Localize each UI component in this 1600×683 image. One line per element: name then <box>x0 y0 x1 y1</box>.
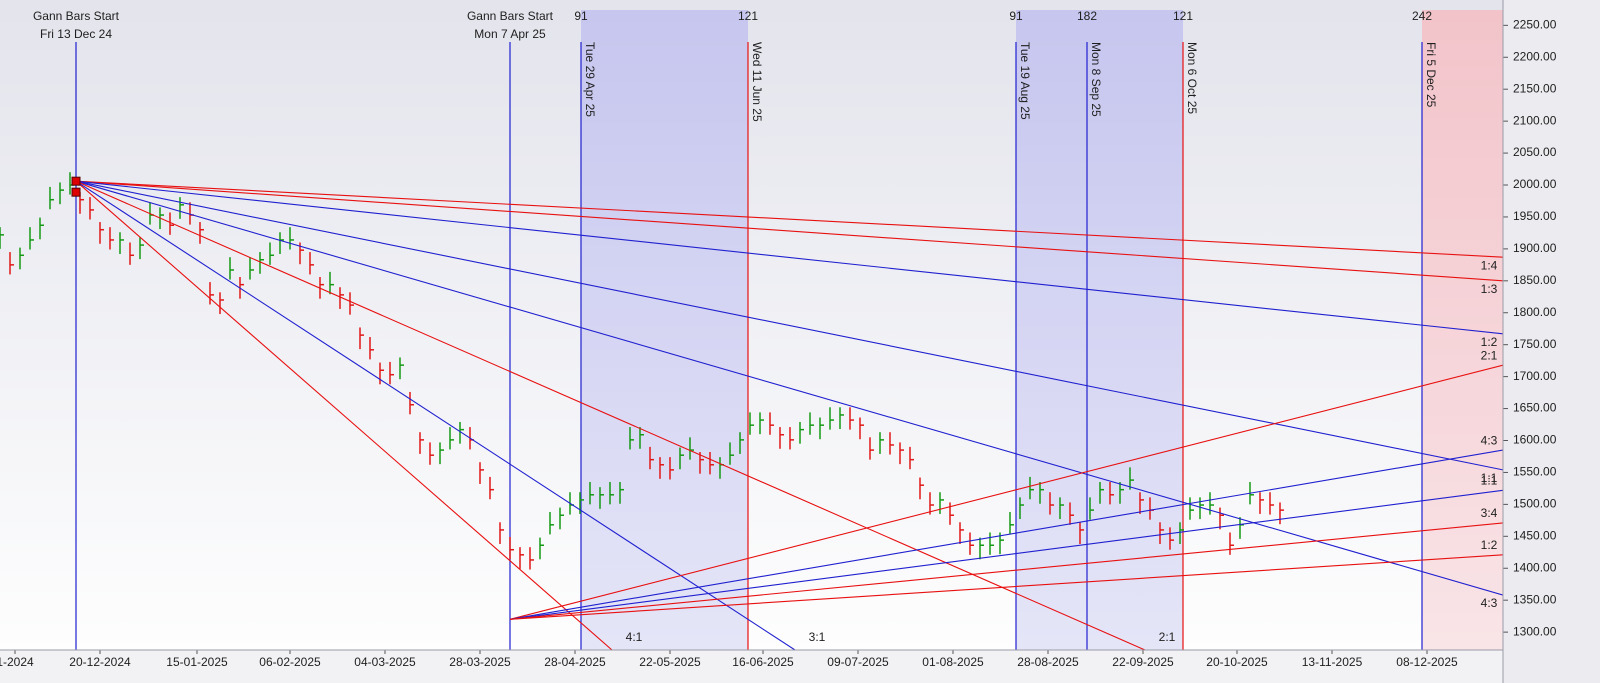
x-tick-label: 28-04-2025 <box>544 655 606 669</box>
x-tick-label: 20-10-2025 <box>1206 655 1268 669</box>
marker-date: Tue 19 Aug 25 <box>1018 42 1032 120</box>
y-tick-label: 1800.00 <box>1513 305 1557 319</box>
marker-date: Wed 11 Jun 25 <box>750 42 764 122</box>
y-tick-label: 1550.00 <box>1513 465 1557 479</box>
fan-label: 4:3 <box>1481 596 1498 610</box>
x-tick-label: 15-01-2025 <box>166 655 228 669</box>
y-tick-label: 2150.00 <box>1513 81 1557 95</box>
bar-count: 91 <box>1009 9 1023 23</box>
fan-label: 3:4 <box>1481 506 1498 520</box>
y-tick-label: 1450.00 <box>1513 528 1557 542</box>
x-tick-label: 28-08-2025 <box>1017 655 1079 669</box>
x-tick-label: 09-07-2025 <box>827 655 889 669</box>
marker-date: Mon 8 Sep 25 <box>1089 42 1103 117</box>
y-tick-label: 2250.00 <box>1513 18 1557 32</box>
gann-fan-line <box>75 180 1146 650</box>
gann-fan-line <box>509 522 1503 620</box>
fan-label: 4:3 <box>1481 433 1498 447</box>
fan-label: 4:1 <box>626 630 643 644</box>
gann-fan-line <box>75 180 796 650</box>
fan-label: 3:1 <box>809 630 826 644</box>
gann-fan-line <box>509 489 1503 620</box>
marker-title: Gann Bars Start <box>467 9 554 23</box>
y-tick-label: 1750.00 <box>1513 337 1557 351</box>
marker-date: Mon 7 Apr 25 <box>474 27 546 41</box>
y-tick-label: 1950.00 <box>1513 209 1557 223</box>
anchor-handle <box>71 176 81 186</box>
y-tick-label: 1400.00 <box>1513 560 1557 574</box>
price-axis-panel <box>1503 0 1600 683</box>
bar-count: 121 <box>1173 9 1193 23</box>
x-tick-label: 13-11-2025 <box>1302 655 1363 669</box>
x-tick-label: 28-03-2025 <box>449 655 511 669</box>
y-tick-label: 2000.00 <box>1513 177 1557 191</box>
y-tick-label: 1850.00 <box>1513 273 1557 287</box>
y-tick-label: 1900.00 <box>1513 241 1557 255</box>
fan-label: 1:4 <box>1481 258 1498 272</box>
gann-fan-line <box>509 449 1503 620</box>
anchor-handle <box>71 187 81 197</box>
time-zone-fade <box>581 10 748 650</box>
gann-fan-line <box>75 180 1503 471</box>
fan-label: 1:3 <box>1481 282 1498 296</box>
y-tick-label: 2200.00 <box>1513 49 1557 63</box>
y-tick-label: 2100.00 <box>1513 113 1557 127</box>
x-tick-label: 1-2024 <box>0 655 34 669</box>
bar-count: 121 <box>738 9 758 23</box>
x-tick-label: 22-05-2025 <box>639 655 701 669</box>
marker-title: Gann Bars Start <box>33 9 120 23</box>
y-tick-label: 1650.00 <box>1513 401 1557 415</box>
plot-area <box>0 10 1503 650</box>
gann-fan-line <box>75 180 613 650</box>
gann-fan-line <box>75 180 1503 335</box>
marker-date: Fri 5 Dec 25 <box>1424 42 1438 108</box>
fan-label: 2:1 <box>1159 630 1176 644</box>
marker-date: Tue 29 Apr 25 <box>583 42 597 117</box>
fan-label: 1:2 <box>1481 538 1498 552</box>
marker-date: Mon 6 Oct 25 <box>1185 42 1199 114</box>
bar-count: 182 <box>1077 9 1097 23</box>
gann-fan-line <box>509 364 1503 620</box>
x-tick-label: 04-03-2025 <box>354 655 416 669</box>
y-tick-label: 1350.00 <box>1513 592 1557 606</box>
bar-count: 242 <box>1412 9 1432 23</box>
y-tick-label: 1300.00 <box>1513 624 1557 638</box>
fan-label: 1:2 <box>1481 335 1498 349</box>
fan-label: 1:1 <box>1481 471 1498 485</box>
gann-fan-line <box>75 180 1503 258</box>
fan-label: 1:1 <box>1481 473 1498 487</box>
overlay: Gann Bars Start Fri 13 Dec 24 Gann Bars St… <box>0 9 1557 669</box>
x-tick-label: 16-06-2025 <box>732 655 794 669</box>
y-tick-label: 2050.00 <box>1513 145 1557 159</box>
x-tick-label: 22-09-2025 <box>1112 655 1174 669</box>
x-tick-label: 06-02-2025 <box>259 655 321 669</box>
gann-fan-line <box>509 554 1503 620</box>
y-tick-label: 1500.00 <box>1513 497 1557 511</box>
marker-date: Fri 13 Dec 24 <box>40 27 112 41</box>
x-tick-label: 01-08-2025 <box>922 655 984 669</box>
time-axis-panel <box>0 650 1503 683</box>
y-tick-label: 1700.00 <box>1513 369 1557 383</box>
gann-fan-line <box>75 180 1503 282</box>
fan-label: 2:1 <box>1481 348 1498 362</box>
x-tick-label: 20-12-2024 <box>69 655 131 669</box>
bar-count: 91 <box>574 9 588 23</box>
gann-fan-line <box>75 180 1503 596</box>
y-tick-label: 1600.00 <box>1513 433 1557 447</box>
time-zone-fade <box>1016 10 1183 650</box>
x-tick-label: 08-12-2025 <box>1396 655 1458 669</box>
